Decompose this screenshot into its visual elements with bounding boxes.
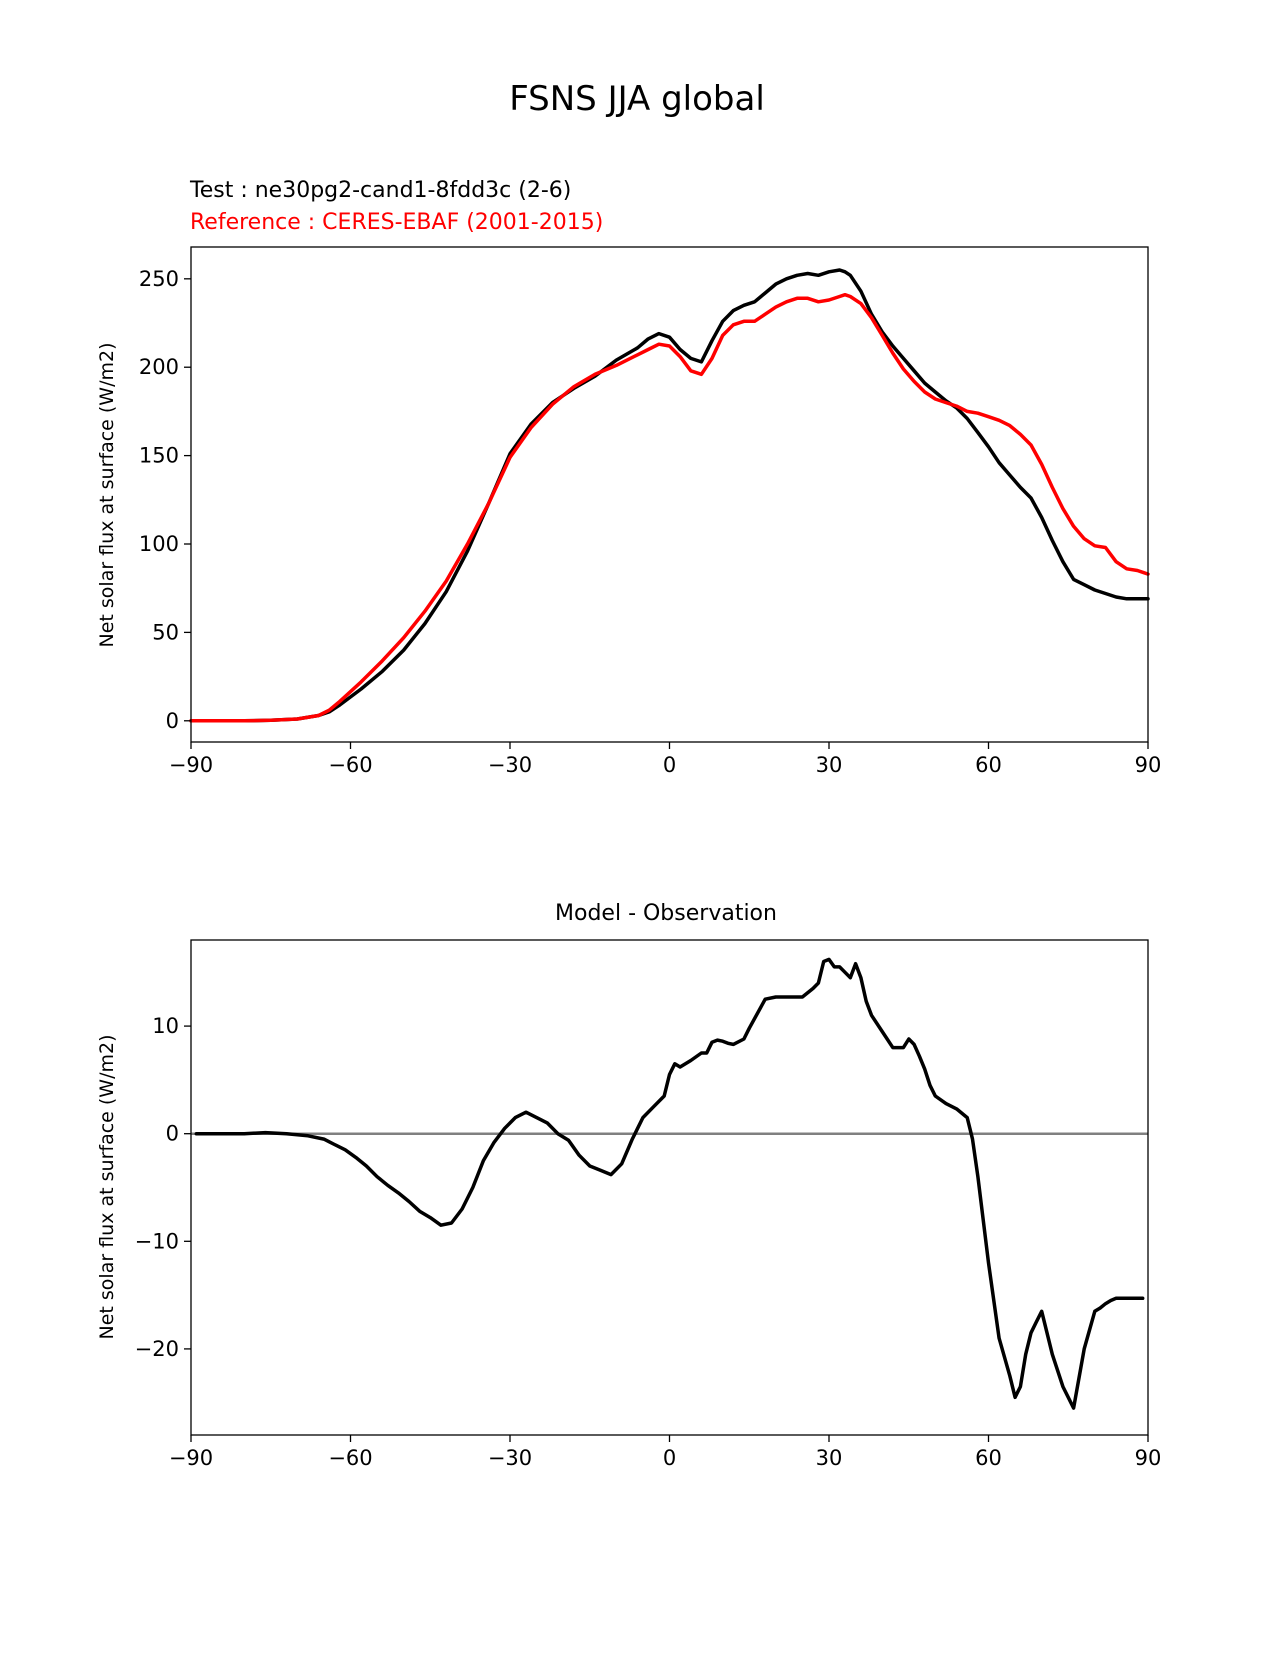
top-x-tick-label: −30 [488,753,532,777]
bottom-x-tick-label: −60 [328,1446,372,1470]
top-reference-series-line [189,292,1150,723]
top-x-tick-label: 90 [1135,753,1162,777]
top-x-tick-label: −60 [328,753,372,777]
bottom-y-tick-label: 0 [166,1122,179,1146]
figure-suptitle: FSNS JJA global [509,79,765,119]
bottom-y-axis-label: Net solar flux at surface (W/m2) [96,1035,118,1340]
top-x-tick-label: −90 [169,753,213,777]
bottom-difference-series-line [194,957,1145,1410]
top-y-tick-label: 200 [139,355,179,379]
bottom-y-tick-label: −20 [135,1337,179,1361]
top-y-tick-label: 50 [152,620,179,644]
diff-panel-title: Model - Observation [555,901,777,926]
top-test-series-line [189,268,1150,723]
bottom-panel: Net solar flux at surface (W/m2) −90 −60−… [96,939,1162,1470]
bottom-x-tick-label: −90 [169,1446,213,1470]
top-x-tick-label: 30 [816,753,843,777]
bottom-y-tick-label: 10 [152,1014,179,1038]
bottom-x-tick-label: 60 [975,1446,1002,1470]
bottom-y-tick-label: −10 [135,1229,179,1253]
top-x-tick-label: 0 [663,753,676,777]
top-y-tick-label: 150 [139,444,179,468]
top-y-tick-label: 100 [139,532,179,556]
reference-label: Reference : CERES-EBAF (2001-2015) [190,210,603,235]
top-y-tick-label: 250 [139,267,179,291]
top-x-tick-label: 60 [975,753,1002,777]
test-label: Test : ne30pg2-cand1-8fdd3c (2-6) [189,178,571,203]
bottom-x-tick-label: 0 [663,1446,676,1470]
top-plot-area: −90 −60 −30 0 30 60 90 0 50 100 150 200 250 [139,246,1162,777]
bottom-x-tick-label: 90 [1135,1446,1162,1470]
bottom-plot-area: −90 −60 −30 0 30 60 90 −20 −10 0 10 [135,939,1162,1470]
bottom-x-tick-label: 30 [816,1446,843,1470]
top-y-axis-label: Net solar flux at surface (W/m2) [96,343,118,648]
top-y-tick-label: 0 [166,709,179,733]
bottom-x-tick-label: −30 [488,1446,532,1470]
top-panel: Net solar flux at surface (W/m2) −90 −60−… [96,246,1162,777]
